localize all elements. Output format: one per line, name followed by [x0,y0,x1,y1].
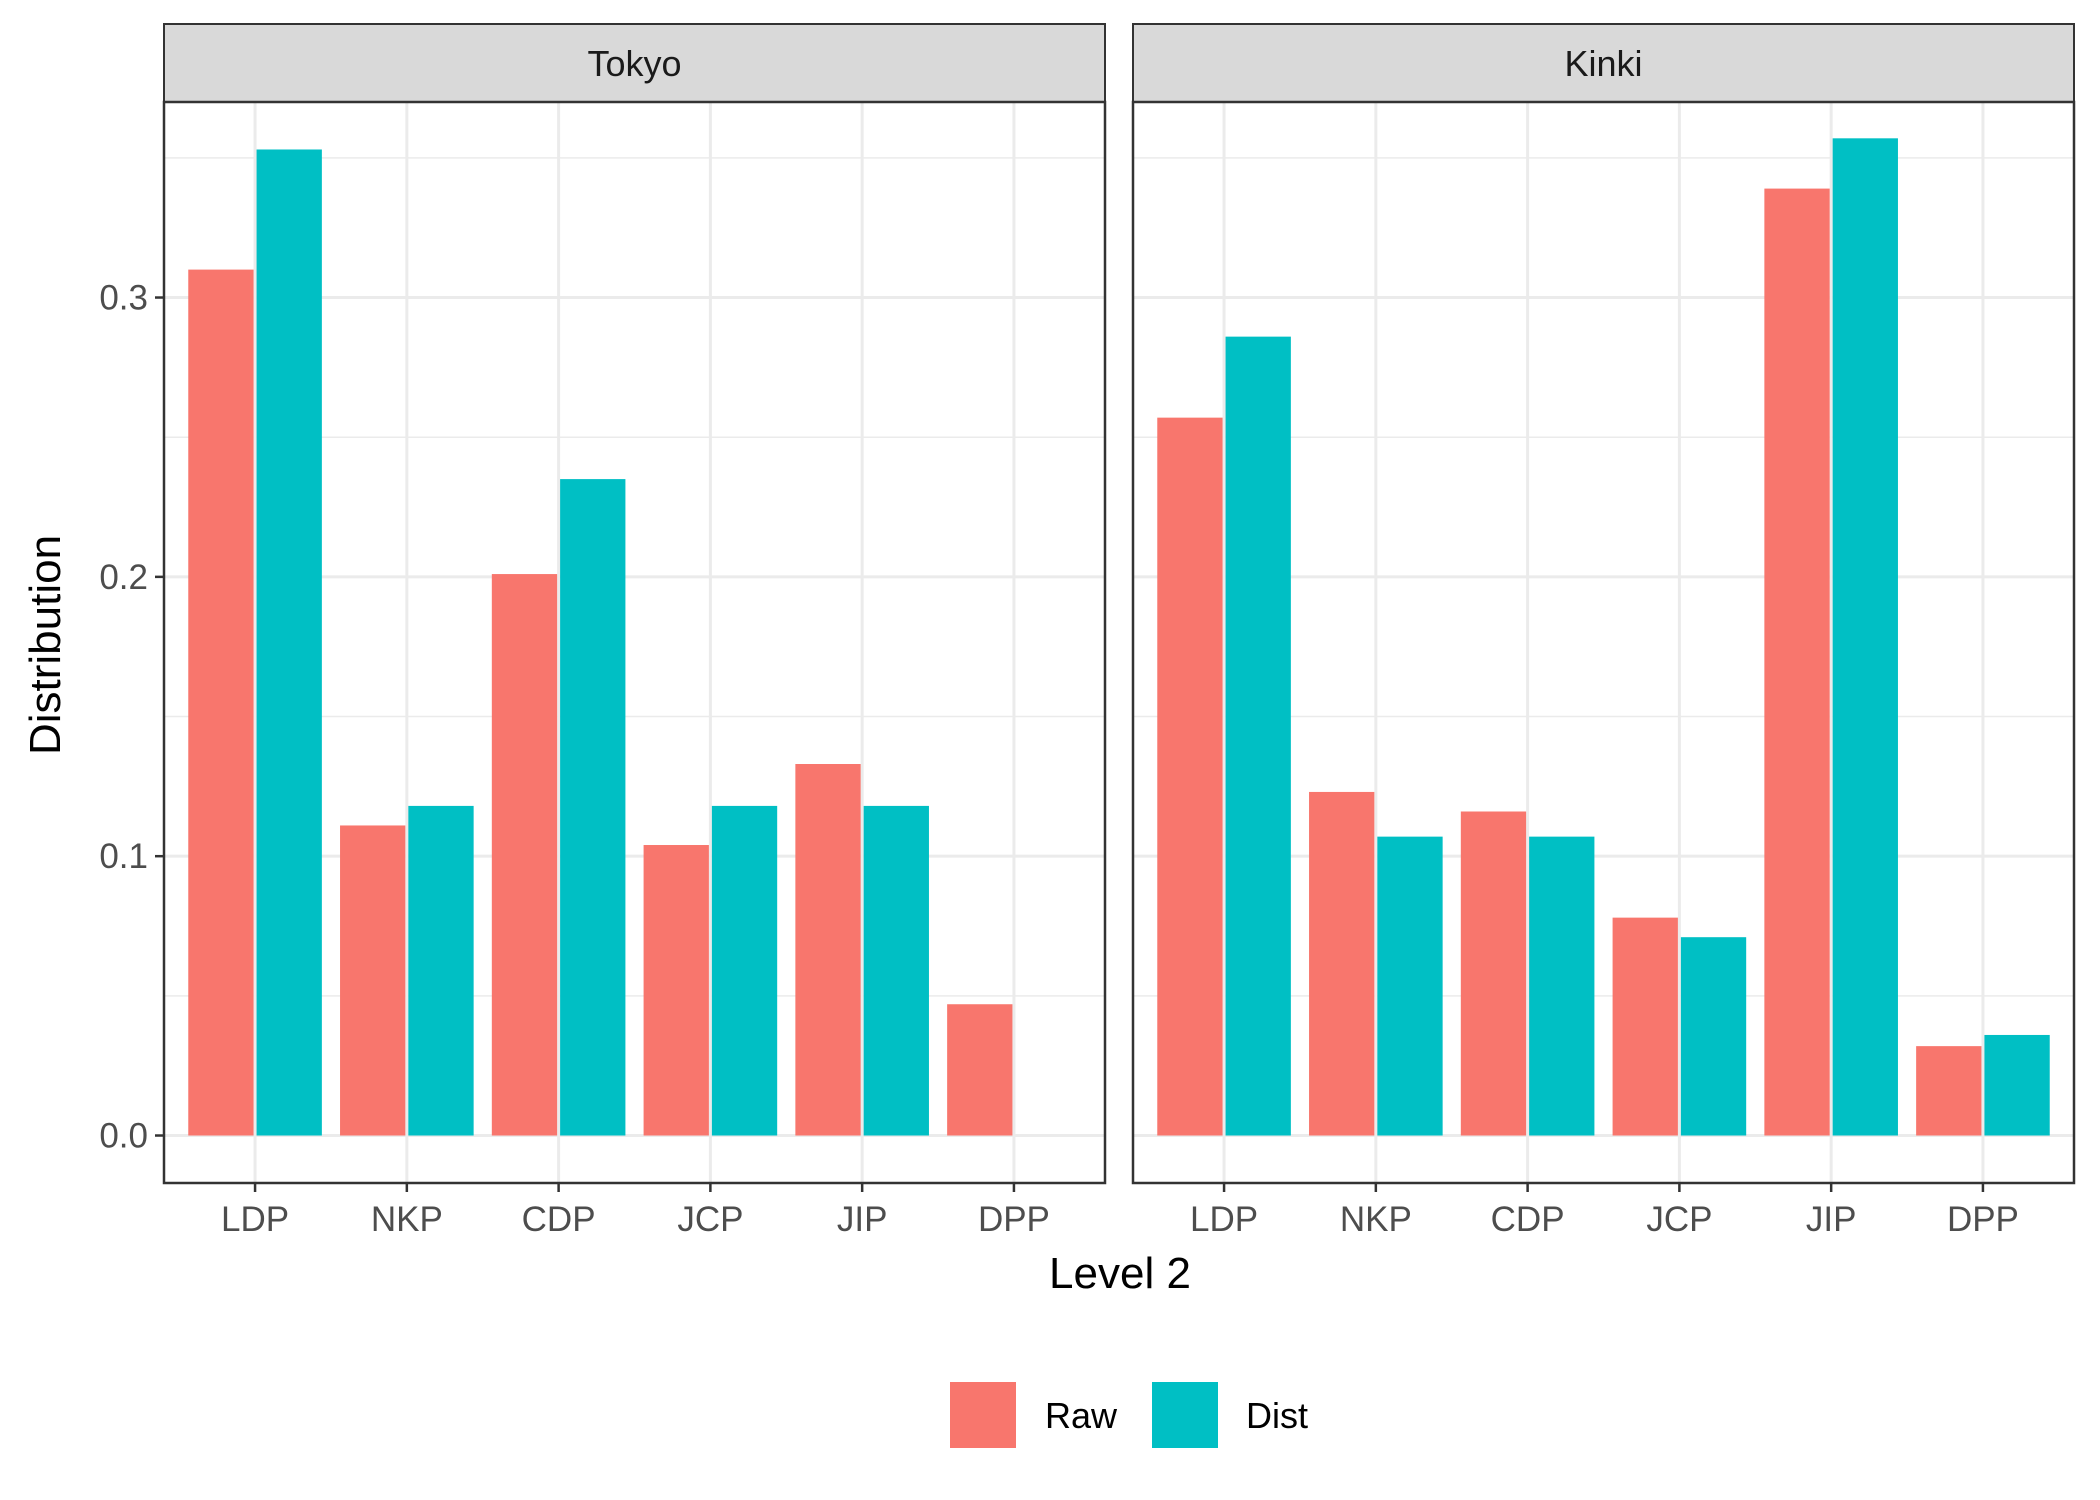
panel-tokyo: Tokyo LDP NKP CDP JCP JIP DPP 0.0 0.1 0.2 0.3 [99,23,1107,1239]
x-axis-title: Level 2 [1049,1249,1191,1298]
bar-dist-jip [863,805,929,1136]
x-tick-label: JIP [1806,1200,1857,1239]
facet-title: Kinki [1564,43,1642,84]
panel-border [162,100,1107,1185]
bar-dist-cdp [560,479,626,1136]
bar-dist-jcp [1680,937,1747,1136]
bar-dist-jip [1832,138,1898,1136]
facet-strip [163,23,1106,103]
x-tick-label: JCP [677,1200,743,1239]
bar-dist-jcp [711,805,778,1136]
panel-border [1131,100,2076,1185]
bar-raw-jcp [643,845,709,1136]
bar-raw-cdp [1460,811,1527,1136]
bar-dist-nkp [408,805,474,1136]
x-tick-label: LDP [221,1200,289,1239]
y-axis-title: Distribution [21,535,70,755]
legend-label: Dist [1246,1395,1308,1436]
legend-item-raw: Raw [950,1382,1118,1448]
legend: Raw Dist [950,1382,1308,1448]
x-tick-label: CDP [1491,1200,1565,1239]
bar-raw-dpp [1916,1046,1982,1136]
bar-dist-dpp [1984,1034,2050,1136]
x-tick-label: NKP [371,1200,443,1239]
legend-item-dist: Dist [1152,1382,1308,1448]
y-tick-label: 0.3 [99,279,148,318]
bar-dist-nkp [1377,836,1443,1136]
panel-kinki: Kinki LDP NKP CDP JCP JIP DPP [1131,23,2076,1239]
bar-raw-nkp [1309,791,1375,1136]
bar-raw-nkp [340,825,406,1136]
panels-layer: Tokyo LDP NKP CDP JCP JIP DPP 0.0 0.1 0.2 0.3 Kinki… [99,23,2076,1239]
legend-key [950,1382,1016,1448]
bar-raw-jcp [1612,917,1678,1136]
legend-label: Raw [1045,1395,1118,1436]
bar-raw-jip [1764,188,1830,1136]
y-tick-label: 0.1 [99,837,148,876]
x-tick-label: JIP [837,1200,888,1239]
legend-key [1152,1382,1218,1448]
x-tick-label: DPP [978,1200,1050,1239]
bar-raw-dpp [947,1004,1013,1136]
x-tick-label: CDP [522,1200,596,1239]
x-tick-label: NKP [1340,1200,1412,1239]
bar-dist-ldp [256,149,322,1136]
y-tick-label: 0.0 [99,1117,148,1156]
bar-raw-jip [795,764,861,1136]
bar-raw-cdp [491,574,558,1136]
facet-title: Tokyo [587,43,681,84]
x-tick-label: LDP [1190,1200,1258,1239]
x-tick-label: JCP [1646,1200,1712,1239]
bar-dist-cdp [1529,836,1595,1136]
bar-dist-ldp [1225,336,1291,1136]
bar-raw-ldp [1157,417,1223,1136]
facet-strip [1132,23,2075,103]
x-tick-label: DPP [1947,1200,2019,1239]
y-tick-label: 0.2 [99,558,148,597]
bar-raw-ldp [188,269,254,1136]
